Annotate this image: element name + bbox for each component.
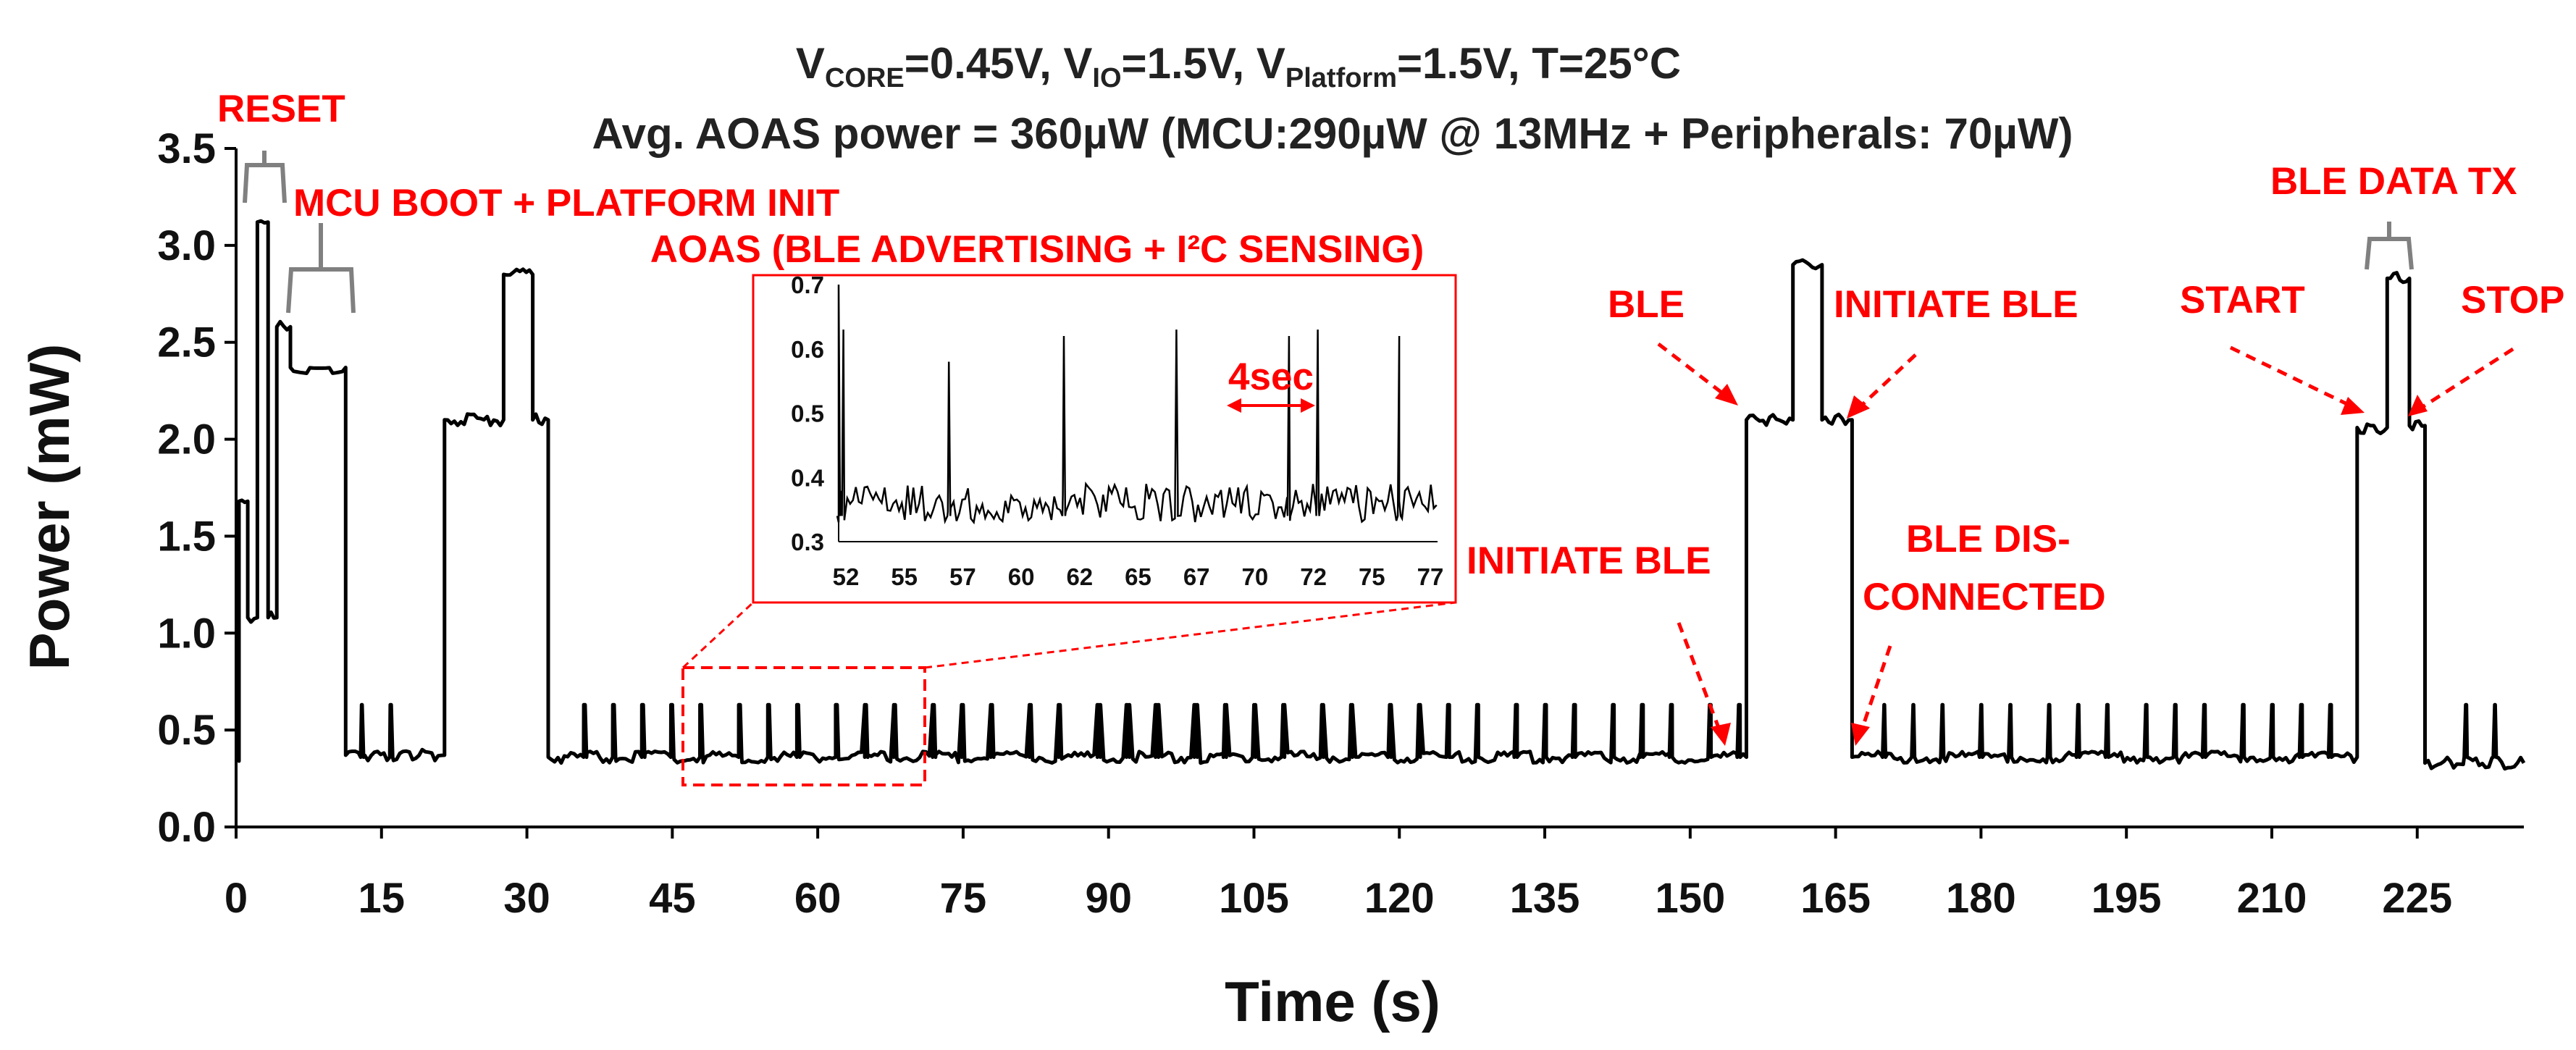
- inset-y-tick-label: 0.3: [791, 529, 824, 555]
- annotation-ble-data-tx: BLE DATA TX: [2270, 160, 2517, 203]
- inset-frame: [752, 274, 1457, 604]
- period-label: 4sec: [1228, 356, 1314, 398]
- power-series-line: [234, 219, 2526, 771]
- inset-x-tick-label: 72: [1300, 563, 1327, 590]
- annotation-ble-disconnected-1: BLE DIS-: [1906, 518, 2071, 560]
- inset-y-tick-label: 0.5: [791, 400, 824, 427]
- arrow-head-ble: [1715, 384, 1738, 406]
- inset-x-tick-label: 67: [1183, 563, 1210, 590]
- x-tick-label: 195: [2092, 875, 2162, 922]
- inset-x-tick-label: 57: [949, 563, 976, 590]
- y-tick-label: 3.5: [157, 125, 216, 172]
- inset-series-line: [836, 284, 1438, 525]
- y-tick-label: 1.0: [157, 610, 216, 657]
- inset-x-tick-label: 77: [1417, 563, 1444, 590]
- annotation-arrow-heads: [1711, 384, 2428, 746]
- inset-x-tick-label: 52: [833, 563, 860, 590]
- chart-title-line2: Avg. AOAS power = 360µW (MCU:290µW @ 13M…: [592, 109, 2073, 158]
- x-tick-group: 0 15 30 45 60 75 90 105 120 135 150 165 180 195 210 225: [225, 827, 2452, 922]
- inset-y-tick-label: 0.4: [791, 464, 825, 491]
- x-tick-label: 60: [794, 875, 842, 922]
- annotation-ble: BLE: [1608, 283, 1685, 326]
- inset-y-tick-label: 0.7: [791, 272, 824, 298]
- inset-x-tick-label: 75: [1359, 563, 1385, 590]
- x-tick-label: 135: [1510, 875, 1580, 922]
- zoom-connector-right: [924, 601, 1456, 669]
- chart-title-line1: VCORE=0.45V, VIO=1.5V, VPlatform=1.5V, T…: [796, 39, 1681, 93]
- inset-x-tick-label: 62: [1066, 563, 1093, 590]
- y-tick-label: 3.0: [157, 222, 216, 269]
- arrow-head-initiate-ble-mid: [1711, 723, 1731, 746]
- annotation-ble-disconnected-2: CONNECTED: [1863, 576, 2106, 618]
- annotation-initiate-ble-top: INITIATE BLE: [1834, 283, 2078, 326]
- x-tick-label: 105: [1219, 875, 1289, 922]
- arrow-head-ble-disconnected: [1851, 723, 1870, 746]
- arrow-head-stop: [2408, 395, 2428, 416]
- arrow-ble: [1657, 343, 1729, 398]
- x-tick-label: 0: [225, 875, 248, 922]
- reset-bracket: [243, 151, 287, 203]
- y-tick-label: 1.5: [157, 513, 216, 560]
- arrow-initiate-ble-top: [1856, 353, 1917, 411]
- zoom-connector-left: [681, 601, 755, 669]
- annotation-arrows: [1657, 343, 2514, 732]
- annotation-stop: STOP: [2461, 279, 2564, 322]
- inset-x-tick-label: 65: [1125, 563, 1151, 590]
- x-tick-label: 15: [358, 875, 406, 922]
- arrow-head-start: [2341, 397, 2365, 415]
- x-axis-label: Time (s): [1225, 970, 1440, 1033]
- zoom-region-box: [681, 666, 926, 786]
- x-tick-label: 120: [1364, 875, 1435, 922]
- x-tick-label: 45: [649, 875, 696, 922]
- inset-title: AOAS (BLE ADVERTISING + I²C SENSING): [650, 228, 1424, 271]
- y-tick-group: 0.0 0.5 1.0 1.5 2.0 2.5 3.0 3.5: [157, 125, 236, 851]
- arrow-start: [2229, 345, 2351, 408]
- annotation-start: START: [2180, 279, 2305, 322]
- ble-data-tx-bracket: [2365, 222, 2414, 270]
- boot-bracket: [286, 223, 356, 314]
- inset-x-tick-label: 70: [1242, 563, 1269, 590]
- y-tick-label: 2.0: [157, 416, 216, 463]
- x-tick-label: 150: [1655, 875, 1725, 922]
- annotation-reset: RESET: [217, 88, 345, 130]
- x-tick-label: 210: [2237, 875, 2307, 922]
- y-tick-label: 0.5: [157, 707, 216, 754]
- inset-y-tick-group: 0.7 0.6 0.5 0.4 0.3: [791, 272, 825, 555]
- arrow-head-initiate-ble-top: [1847, 395, 1870, 419]
- period-arrow-head-right: [1301, 398, 1315, 413]
- inset-y-tick-label: 0.6: [791, 336, 824, 363]
- inset-x-tick-label: 55: [891, 563, 918, 590]
- x-tick-label: 180: [1946, 875, 2016, 922]
- x-tick-label: 90: [1085, 875, 1132, 922]
- x-tick-label: 225: [2382, 875, 2452, 922]
- arrow-ble-disconnected: [1859, 645, 1892, 732]
- x-tick-label: 75: [940, 875, 987, 922]
- annotation-boot: MCU BOOT + PLATFORM INIT: [293, 182, 839, 224]
- y-tick-label: 2.5: [157, 319, 216, 366]
- arrow-stop: [2421, 347, 2514, 409]
- inset-x-tick-group: 52 55 57 60 62 65 67 70 72 75 77: [833, 563, 1444, 590]
- x-tick-label: 30: [503, 875, 550, 922]
- inset-x-tick-label: 60: [1008, 563, 1035, 590]
- period-arrow-head-left: [1227, 398, 1241, 413]
- annotation-initiate-ble-mid: INITIATE BLE: [1467, 539, 1711, 582]
- arrow-initiate-ble-mid: [1677, 622, 1722, 732]
- x-tick-label: 165: [1800, 875, 1871, 922]
- y-tick-label: 0.0: [157, 804, 216, 851]
- y-axis-label: Power (mW): [17, 344, 81, 671]
